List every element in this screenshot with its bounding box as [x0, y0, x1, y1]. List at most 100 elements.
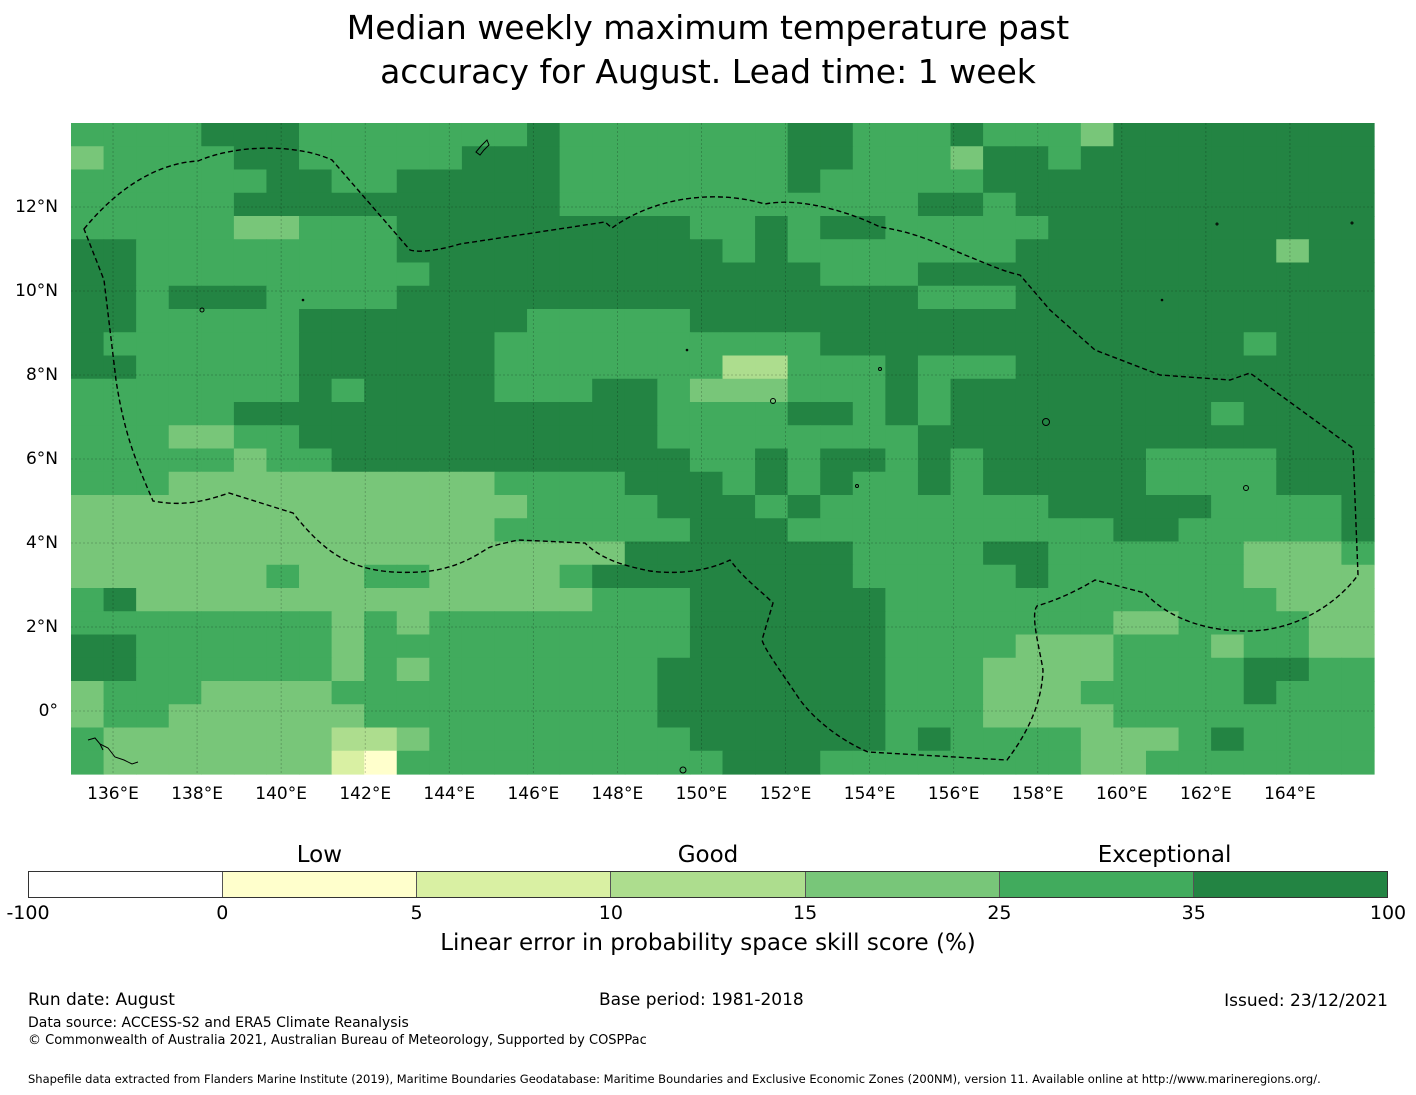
grid-cell: [755, 332, 789, 357]
grid-cell: [1113, 750, 1147, 775]
grid-cell: [820, 332, 854, 357]
grid-cell: [1015, 588, 1049, 612]
grid-cell: [494, 355, 528, 380]
grid-cell: [1308, 588, 1343, 612]
grid-cell: [71, 216, 105, 240]
grid-cell: [103, 681, 137, 705]
grid-cell: [461, 588, 496, 612]
grid-cell: [527, 309, 561, 333]
grid-cell: [755, 611, 789, 636]
grid-cell: [1276, 146, 1310, 171]
grid-cell: [1178, 262, 1212, 287]
grid-cell: [983, 123, 1017, 147]
grid-cell: [136, 634, 170, 659]
grid-cell: [429, 448, 463, 473]
grid-cell: [71, 123, 105, 147]
grid-cell: [1211, 332, 1245, 357]
grid-cell: [1080, 681, 1115, 705]
grid-cell: [1243, 216, 1277, 240]
grid-cell: [917, 634, 952, 659]
grid-cell: [592, 750, 626, 775]
grid-cell: [331, 309, 365, 333]
grid-cell: [1308, 634, 1343, 659]
grid-cell: [494, 402, 528, 426]
grid-cell: [950, 681, 984, 705]
grid-cell: [364, 355, 398, 380]
grid-cell: [396, 425, 430, 450]
grid-cell: [168, 239, 202, 264]
grid-cell: [136, 495, 170, 519]
grid-cell: [1145, 541, 1180, 566]
grid-cell: [917, 285, 952, 310]
colorbar-tick: 0: [216, 902, 229, 924]
grid-cell: [1308, 216, 1343, 240]
grid-cell: [266, 541, 300, 566]
grid-cell: [592, 634, 626, 659]
grid-cell: [1243, 727, 1277, 752]
grid-cell: [917, 192, 952, 217]
grid-cell: [1178, 518, 1212, 543]
grid-cell: [885, 564, 919, 589]
grid-cell: [233, 564, 268, 589]
grid-cell: [624, 448, 658, 473]
grid-cell: [722, 355, 756, 380]
data-source: Data source: ACCESS-S2 and ERA5 Climate …: [28, 1015, 409, 1031]
grid-cell: [1276, 657, 1310, 682]
grid-cell: [233, 146, 268, 171]
grid-cell: [461, 611, 496, 636]
grid-cell: [657, 564, 691, 589]
grid-cell: [689, 169, 724, 194]
grid-cell: [657, 657, 691, 682]
grid-cell: [396, 704, 430, 729]
grid-cell: [1080, 355, 1115, 380]
grid-cell: [136, 611, 170, 636]
grid-cell: [527, 123, 561, 147]
grid-cell: [299, 471, 333, 496]
grid-cell: [1015, 657, 1049, 682]
grid-cell: [299, 727, 333, 752]
grid-cell: [755, 378, 789, 403]
grid-cell: [755, 402, 789, 426]
grid-cell: [429, 192, 463, 217]
grid-cell: [1243, 750, 1277, 775]
grid-cell: [1243, 285, 1277, 310]
grid-cell: [787, 704, 821, 729]
grid-cell: [917, 216, 952, 240]
grid-cell: [917, 123, 952, 147]
grid-cell: [722, 169, 756, 194]
grid-cell: [592, 588, 626, 612]
grid-cell: [1080, 332, 1115, 357]
grid-cell: [852, 750, 886, 775]
grid-cell: [917, 681, 952, 705]
grid-cell: [527, 518, 561, 543]
grid-cell: [331, 750, 365, 775]
grid-cell: [364, 727, 398, 752]
grid-cell: [331, 239, 365, 264]
grid-cell: [1145, 704, 1180, 729]
grid-cell: [1113, 402, 1147, 426]
grid-cell: [885, 681, 919, 705]
grid-cell: [461, 657, 496, 682]
grid-cell: [527, 425, 561, 450]
grid-cell: [527, 588, 561, 612]
grid-cell: [461, 378, 496, 403]
grid-cell: [1113, 564, 1147, 589]
grid-cell: [331, 704, 365, 729]
grid-cell: [331, 216, 365, 240]
grid-cell: [787, 309, 821, 333]
grid-cell: [657, 262, 691, 287]
grid-cell: [266, 239, 300, 264]
grid-cell: [559, 704, 593, 729]
grid-cell: [917, 704, 952, 729]
grid-cell: [1276, 355, 1310, 380]
grid-cell: [1080, 309, 1115, 333]
grid-cell: [1178, 541, 1212, 566]
grid-cell: [429, 378, 463, 403]
grid-cell: [1211, 309, 1245, 333]
grid-cell: [103, 192, 137, 217]
grid-cell: [787, 355, 821, 380]
grid-cell: [364, 495, 398, 519]
grid-cell: [592, 123, 626, 147]
grid-cell: [364, 378, 398, 403]
grid-cell: [1308, 355, 1343, 380]
